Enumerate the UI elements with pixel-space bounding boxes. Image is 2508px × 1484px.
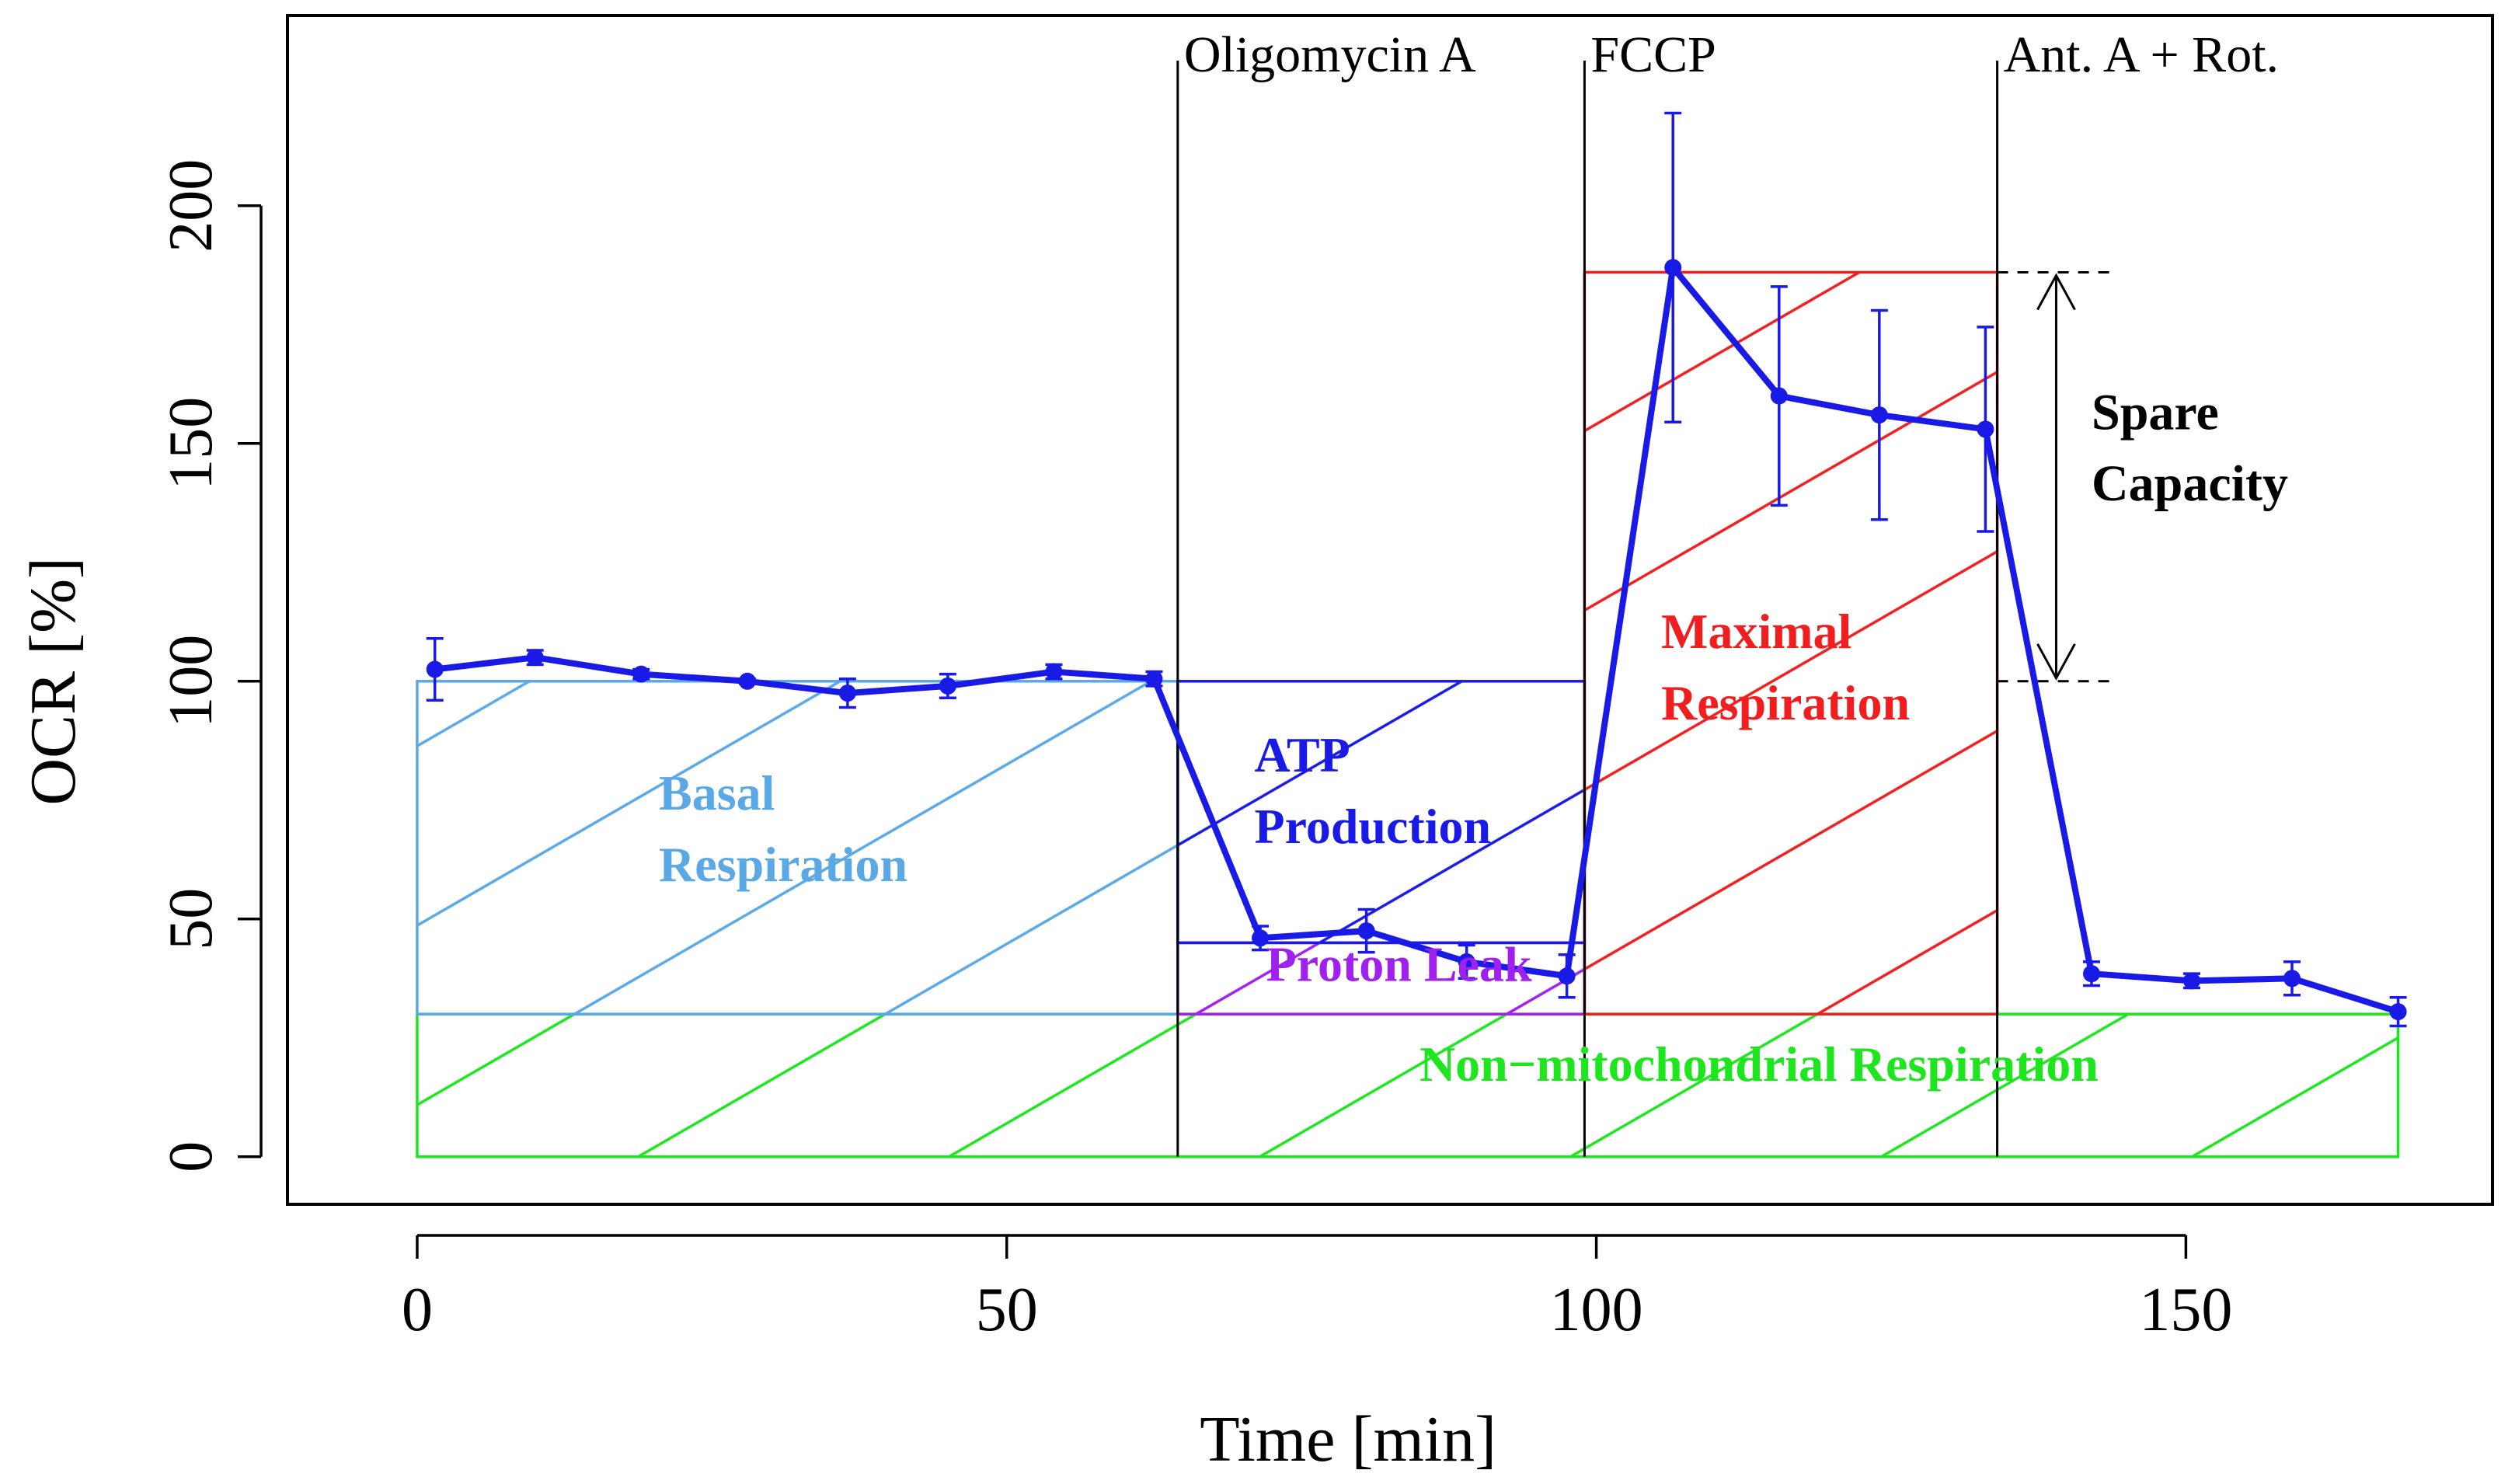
injection-events: Oligomycin A FCCP Ant. A + Rot. [1176,26,2279,1157]
data-point [632,665,650,683]
ocr-series [426,111,2407,1028]
data-point [838,685,856,702]
x-tick-label: 150 [2139,1276,2232,1344]
x-axis-title: Time [min] [1200,1403,1496,1475]
region-label: Maximal [1661,604,1851,659]
region-label: Production [1254,799,1491,854]
y-tick-label: 100 [157,635,225,728]
data-point [2083,965,2100,983]
data-point [1870,406,1888,424]
spare-arrow-head-up [2036,273,2076,311]
data-point [426,660,444,678]
data-point [2183,972,2200,990]
region-label: ATP [1254,727,1350,782]
spare-arrow-head-down [2036,643,2076,681]
data-point [1458,953,1475,970]
y-tick-label: 150 [157,397,225,490]
y-axis-title: OCR [%] [17,557,89,806]
region-label: Proton Leak [1266,936,1532,991]
data-point [1357,922,1375,940]
event-label: Oligomycin A [1184,26,1476,83]
y-tick-label: 50 [157,888,225,950]
data-point [1558,967,1576,985]
data-point [1252,929,1270,947]
region-label: Basal [659,765,775,820]
axes: 0 50 100 150 0 50 100 150 200 [157,159,2232,1344]
data-point [738,672,756,690]
spare-capacity-label: Capacity [2092,455,2288,512]
region-labels: Non−mitochondrial Respiration Basal Respir… [659,604,2099,1092]
x-tick-label: 0 [402,1276,433,1344]
data-point [1977,420,1994,438]
x-tick-label: 100 [1550,1276,1643,1344]
data-point [2389,1003,2407,1021]
data-point [2283,970,2301,988]
region-label: Non−mitochondrial Respiration [1419,1036,2099,1092]
data-point [1145,670,1163,688]
data-point [939,677,956,695]
y-tick-label: 200 [157,159,225,253]
region-non-mitochondrial-respiration [416,1012,2400,1158]
region-label: Respiration [1661,675,1910,730]
spare-capacity-label: Spare [2092,384,2219,441]
data-point [1045,663,1063,681]
plot-frame [286,14,2494,1206]
spare-capacity-annotation: Spare Capacity [1997,270,2288,683]
y-tick-label: 0 [157,1141,225,1172]
event-label: FCCP [1590,26,1716,83]
region-basal-respiration [416,680,1179,1015]
event-label: Ant. A + Rot. [2004,26,2279,83]
data-point [1770,387,1788,405]
region-label: Respiration [659,837,907,892]
x-tick-label: 50 [976,1276,1038,1344]
series-line [434,264,2399,1015]
data-point [1664,259,1682,277]
data-point [526,649,544,667]
